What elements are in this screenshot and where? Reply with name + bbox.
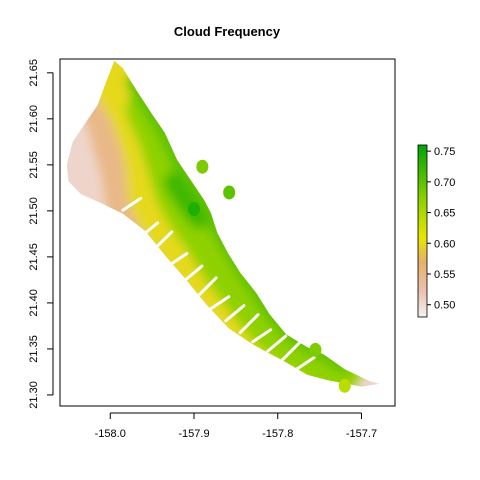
colorbar-tick-label: 0.75 xyxy=(434,146,455,158)
valley-notch xyxy=(280,340,302,362)
offshore-patch xyxy=(188,202,200,217)
colorbar-legend: 0.50 0.55 0.60 0.65 0.70 0.75 xyxy=(417,144,455,318)
x-axis: -158.0 -157.9 -157.8 -157.7 xyxy=(95,412,377,440)
y-tick-label: 21.65 xyxy=(28,59,40,87)
map-raster xyxy=(66,60,380,393)
colorbar-ramp xyxy=(417,144,428,318)
valley-notch xyxy=(209,295,231,311)
offshore-patch xyxy=(338,378,351,393)
y-tick-label: 21.50 xyxy=(28,197,40,225)
y-tick-label: 21.35 xyxy=(28,335,40,363)
y-tick-label: 21.30 xyxy=(28,381,40,409)
y-tick-label: 21.55 xyxy=(28,151,40,179)
y-tick-label: 21.45 xyxy=(28,243,40,271)
x-tick-label: -157.7 xyxy=(346,428,377,440)
valley-notch xyxy=(196,276,218,298)
y-tick-label: 21.60 xyxy=(28,105,40,133)
valley-notch xyxy=(224,304,246,323)
colorbar-tick-label: 0.50 xyxy=(434,300,455,312)
valley-notch xyxy=(238,313,260,335)
offshore-patch xyxy=(223,185,236,200)
plot-frame xyxy=(59,58,396,407)
colorbar-tick-label: 0.60 xyxy=(434,238,455,250)
valley-notch xyxy=(266,334,288,353)
valley-notch xyxy=(251,328,273,344)
y-tick-label: 21.40 xyxy=(28,289,40,317)
x-tick-label: -157.8 xyxy=(262,428,293,440)
y-axis: 21.30 21.35 21.40 21.45 21.50 21.55 21.60 21.65 xyxy=(28,59,54,409)
valley-notch xyxy=(182,264,204,283)
colorbar-tick-label: 0.55 xyxy=(434,269,455,281)
offshore-patch xyxy=(196,159,209,174)
x-tick-label: -158.0 xyxy=(95,428,126,440)
valley-notch xyxy=(294,356,316,372)
x-tick-label: -157.9 xyxy=(178,428,209,440)
colorbar-tick-label: 0.65 xyxy=(434,208,455,220)
valley-notch xyxy=(121,196,143,212)
colorbar-tick-label: 0.70 xyxy=(434,177,455,189)
offshore-patch xyxy=(309,342,322,357)
chart-title: Cloud Frequency xyxy=(174,24,281,39)
